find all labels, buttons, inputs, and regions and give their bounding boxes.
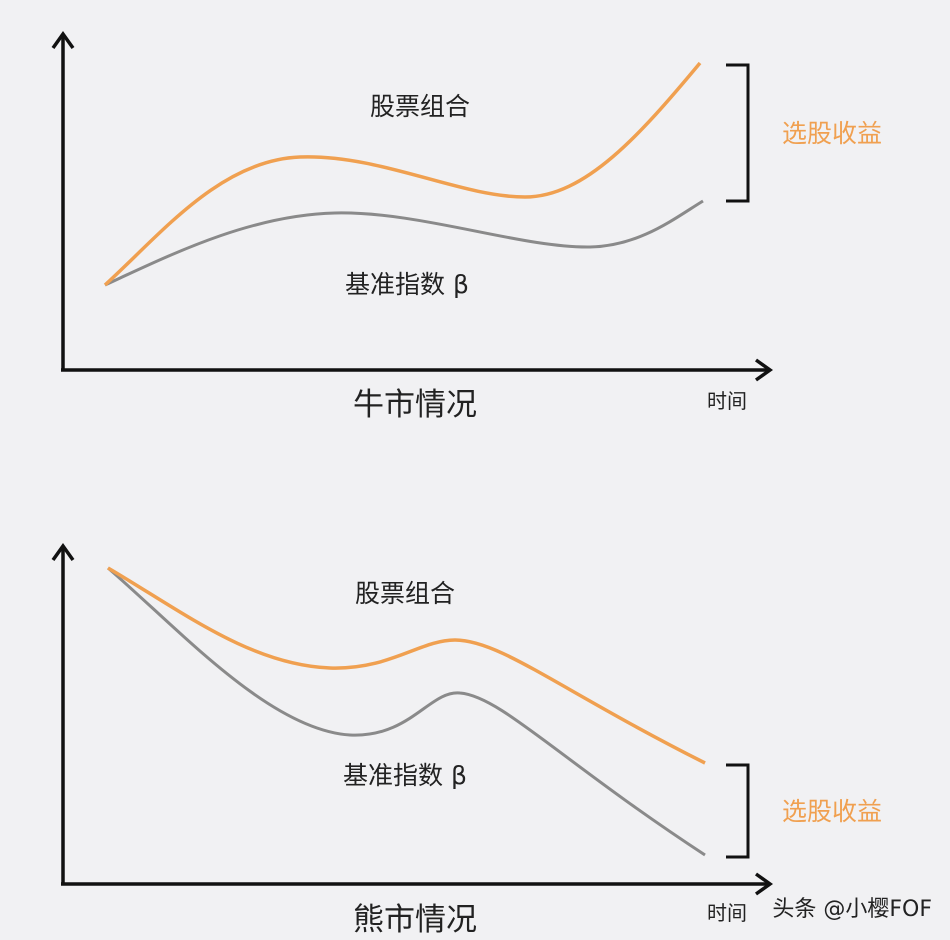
excess-return-label: 选股收益 (782, 797, 882, 826)
x-axis-label: 时间 (707, 901, 747, 925)
caption-bull-market: 牛市情况 (353, 387, 477, 423)
x-axis-arrowhead (754, 358, 774, 382)
watermark: 头条 @小樱FOF (772, 897, 932, 922)
caption-bear-market: 熊市情况 (353, 902, 477, 938)
benchmark-line (104, 199, 704, 287)
portfolio-label: 股票组合 (355, 579, 455, 608)
portfolio-line (103, 61, 702, 287)
excess-return-bracket (726, 763, 750, 859)
panel-bear-market: 股票组合 基准指数 β 选股收益 熊市情况 时间 (51, 542, 882, 938)
panel-bull-market: 股票组合 基准指数 β 选股收益 牛市情况 时间 (51, 30, 882, 423)
portfolio-label: 股票组合 (370, 92, 470, 121)
benchmark-line (107, 566, 706, 857)
portfolio-line (107, 566, 706, 765)
excess-return-label: 选股收益 (782, 119, 882, 148)
benchmark-label: 基准指数 β (343, 761, 467, 790)
y-axis-arrowhead (51, 30, 75, 50)
benchmark-label: 基准指数 β (345, 270, 469, 299)
y-axis-arrowhead (51, 542, 75, 562)
excess-return-bracket (726, 63, 750, 203)
x-axis-label: 时间 (707, 389, 747, 413)
x-axis-arrowhead (754, 872, 774, 896)
